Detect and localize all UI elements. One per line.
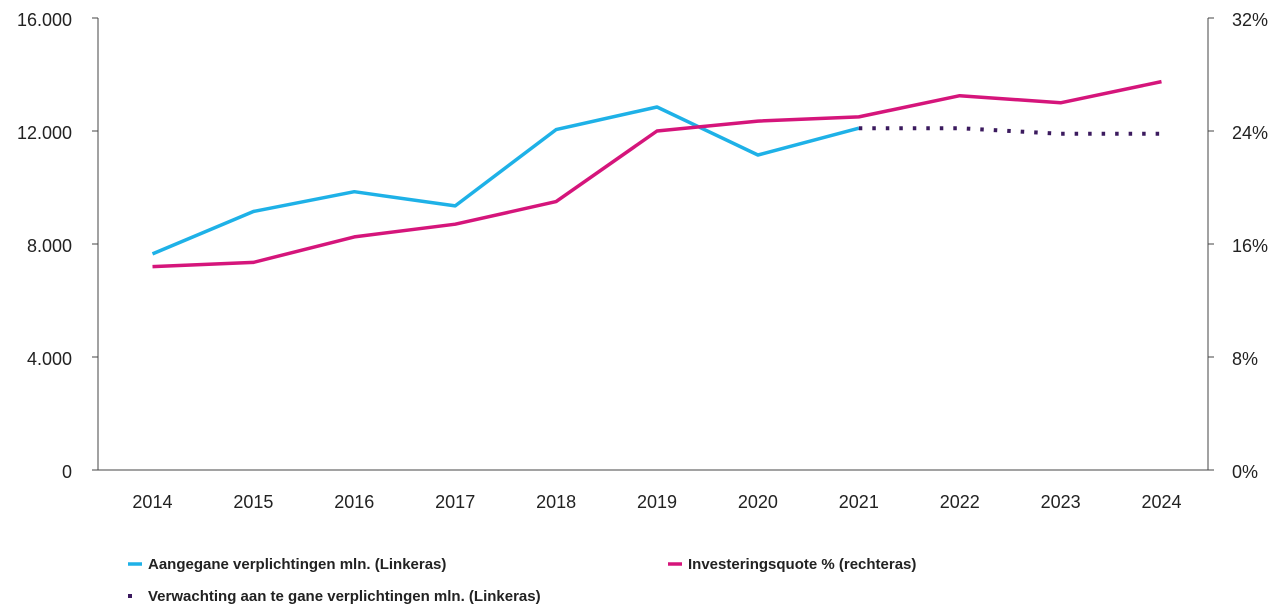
y-tick-label: 8.000 <box>27 236 72 256</box>
series-line <box>152 79 1162 269</box>
y-tick-label: 12.000 <box>17 123 72 143</box>
y2-tick-label: 24% <box>1232 123 1268 143</box>
y2-tick-label: 16% <box>1232 236 1268 256</box>
x-tick-label: 2024 <box>1142 492 1182 512</box>
y2-tick-label: 8% <box>1232 349 1258 369</box>
x-tick-label: 2015 <box>233 492 273 512</box>
y-tick-label: 4.000 <box>27 349 72 369</box>
x-tick-label: 2022 <box>940 492 980 512</box>
x-tick-label: 2023 <box>1041 492 1081 512</box>
legend-marker <box>128 594 132 598</box>
series-line <box>151 105 860 256</box>
x-tick-label: 2016 <box>334 492 374 512</box>
legend-label: Aangegane verplichtingen mln. (Linkeras) <box>148 556 446 573</box>
y-tick-label: 16.000 <box>17 10 72 30</box>
x-tick-label: 2017 <box>435 492 475 512</box>
x-tick-label: 2014 <box>132 492 172 512</box>
legend-label: Verwachting aan te gane verplichtingen m… <box>148 588 541 605</box>
y-tick-label: 0 <box>62 462 72 482</box>
series-line <box>858 126 1162 136</box>
y2-tick-label: 32% <box>1232 10 1268 30</box>
x-tick-label: 2018 <box>536 492 576 512</box>
x-tick-label: 2021 <box>839 492 879 512</box>
legend-label: Investeringsquote % (rechteras) <box>688 556 916 573</box>
y2-tick-label: 0% <box>1232 462 1258 482</box>
x-tick-label: 2019 <box>637 492 677 512</box>
x-tick-label: 2020 <box>738 492 778 512</box>
